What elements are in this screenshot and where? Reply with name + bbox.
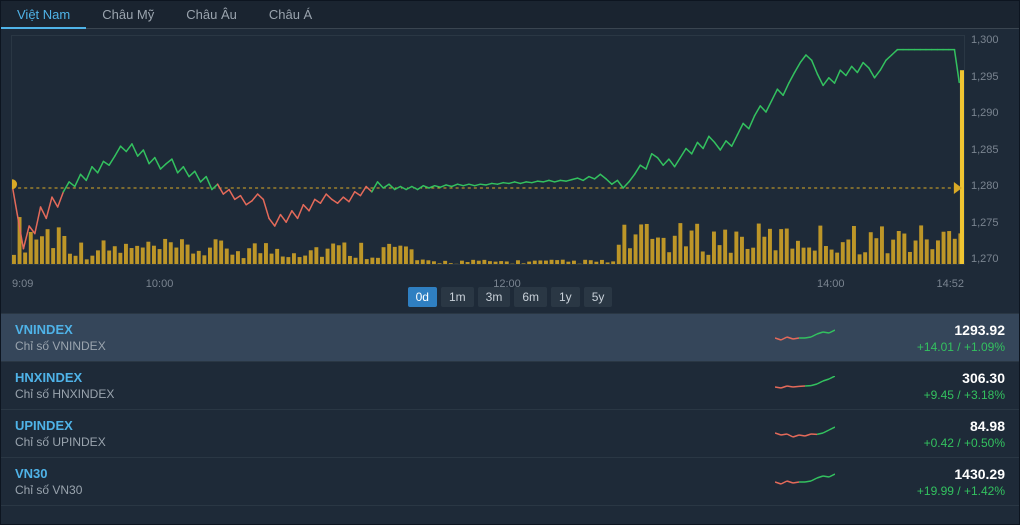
- y-tick-label: 1,270: [971, 254, 1005, 265]
- tab-2[interactable]: Châu Âu: [170, 1, 253, 28]
- index-list: VNINDEX Chỉ số VNINDEX 1293.92 +14.01 / +1.…: [1, 313, 1019, 524]
- stock-chart-panel: Việt NamChâu MỹChâu ÂuChâu Á 9:09 10:00 12…: [0, 0, 1020, 525]
- index-desc: Chỉ số UPINDEX: [15, 435, 775, 449]
- tab-1[interactable]: Châu Mỹ: [86, 1, 170, 28]
- index-value: 306.30: [875, 370, 1005, 386]
- price-chart: 9:0910:0012:0014:0014:52: [11, 35, 965, 265]
- index-symbol: VNINDEX: [15, 322, 775, 337]
- x-axis-labels: 9:09 10:00 12:00 14:00 14:52: [12, 278, 964, 292]
- index-value: 84.98: [875, 418, 1005, 434]
- index-change: +19.99 / +1.42%: [875, 484, 1005, 498]
- index-value: 1430.29: [875, 466, 1005, 482]
- sparkline-icon: [775, 472, 835, 492]
- y-tick-label: 1,290: [971, 108, 1005, 119]
- x-tick-label: 12:00: [493, 278, 521, 290]
- index-value: 1293.92: [875, 322, 1005, 338]
- index-row-hnxindex[interactable]: HNXINDEX Chỉ số HNXINDEX 306.30 +9.45 / +3.…: [1, 362, 1019, 410]
- sparkline-icon: [775, 424, 835, 444]
- tab-3[interactable]: Châu Á: [253, 1, 328, 28]
- tab-0[interactable]: Việt Nam: [1, 1, 86, 28]
- y-axis-labels: 1,300 1,295 1,290 1,285 1,280 1,275 1,270: [967, 35, 1005, 265]
- index-symbol: UPINDEX: [15, 418, 775, 433]
- region-tabs: Việt NamChâu MỹChâu ÂuChâu Á: [1, 1, 1019, 29]
- x-tick-label: 9:09: [12, 278, 33, 290]
- y-tick-label: 1,285: [971, 145, 1005, 156]
- x-tick-label: 14:52: [936, 278, 964, 290]
- index-change: +9.45 / +3.18%: [875, 388, 1005, 402]
- y-tick-label: 1,300: [971, 35, 1005, 46]
- index-symbol: VN30: [15, 466, 775, 481]
- x-tick-label: 10:00: [146, 278, 174, 290]
- chart-area: 9:09 10:00 12:00 14:00 14:52 1,300 1,295 1,290…: [1, 29, 1019, 313]
- sparkline-icon: [775, 328, 835, 348]
- y-tick-label: 1,280: [971, 181, 1005, 192]
- index-desc: Chỉ số VN30: [15, 483, 775, 497]
- index-change: +0.42 / +0.50%: [875, 436, 1005, 450]
- index-row-upindex[interactable]: UPINDEX Chỉ số UPINDEX 84.98 +0.42 / +0.50%: [1, 410, 1019, 458]
- sparkline-icon: [775, 376, 835, 396]
- index-symbol: HNXINDEX: [15, 370, 775, 385]
- y-tick-label: 1,275: [971, 218, 1005, 229]
- index-desc: Chỉ số VNINDEX: [15, 339, 775, 353]
- y-tick-label: 1,295: [971, 72, 1005, 83]
- index-row-vn30[interactable]: VN30 Chỉ số VN30 1430.29 +19.99 / +1.42%: [1, 458, 1019, 506]
- index-row-vnindex[interactable]: VNINDEX Chỉ số VNINDEX 1293.92 +14.01 / +1.…: [1, 314, 1019, 362]
- index-desc: Chỉ số HNXINDEX: [15, 387, 775, 401]
- x-tick-label: 14:00: [817, 278, 845, 290]
- index-change: +14.01 / +1.09%: [875, 340, 1005, 354]
